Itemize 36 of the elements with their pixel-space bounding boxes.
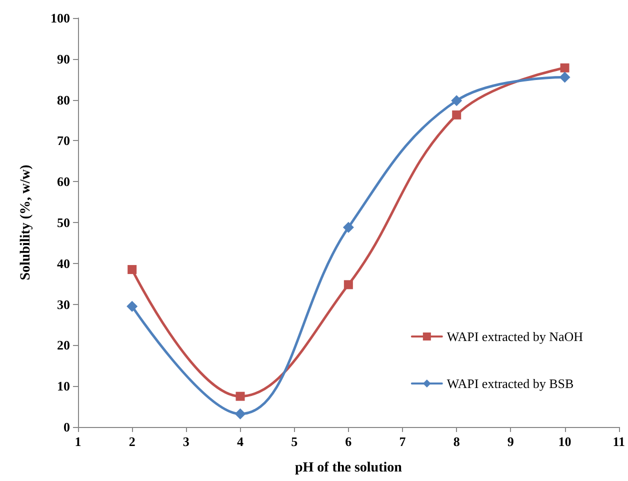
y-tick-label: 90 bbox=[57, 51, 70, 66]
point bbox=[234, 408, 246, 420]
x-tick-label: 2 bbox=[128, 434, 136, 449]
y-tick-label: 50 bbox=[57, 215, 70, 230]
legend-label: WAPI extracted by NaOH bbox=[446, 329, 583, 344]
y-tick-label: 0 bbox=[64, 420, 70, 434]
y-axis-title: Solubility (%, w/w) bbox=[18, 164, 34, 280]
x-tick-label: 4 bbox=[237, 434, 244, 449]
point bbox=[342, 222, 354, 233]
x-axis-title: pH of the solution bbox=[294, 460, 402, 476]
legend-label: WAPI extracted by BSB bbox=[446, 376, 574, 391]
x-tick-label: 10 bbox=[558, 434, 572, 449]
y-tick-label: 10 bbox=[57, 378, 70, 394]
x-tick-label: 5 bbox=[291, 434, 298, 449]
x-tick-label: 11 bbox=[612, 434, 626, 449]
y-tick-label: 70 bbox=[57, 133, 70, 148]
point bbox=[559, 72, 570, 83]
point bbox=[128, 265, 137, 274]
x-tick-label: 1 bbox=[74, 434, 82, 449]
x-tick-label: 7 bbox=[399, 434, 406, 449]
y-tick-label: 40 bbox=[57, 256, 70, 271]
y-tick-label: 80 bbox=[57, 92, 70, 108]
point bbox=[560, 63, 570, 72]
y-tick-label: 30 bbox=[57, 296, 70, 312]
x-tick-label: 3 bbox=[182, 434, 190, 449]
point bbox=[344, 280, 353, 290]
x-tick-label: 9 bbox=[507, 434, 514, 449]
point bbox=[451, 95, 462, 106]
x-tick-label: 8 bbox=[453, 434, 460, 449]
y-tick-label: 100 bbox=[50, 10, 70, 26]
point bbox=[126, 300, 138, 312]
point bbox=[236, 392, 245, 401]
x-tick-label: 6 bbox=[345, 434, 352, 449]
y-tick-label: 60 bbox=[57, 174, 70, 190]
point bbox=[452, 110, 462, 120]
y-tick-label: 20 bbox=[57, 338, 70, 353]
